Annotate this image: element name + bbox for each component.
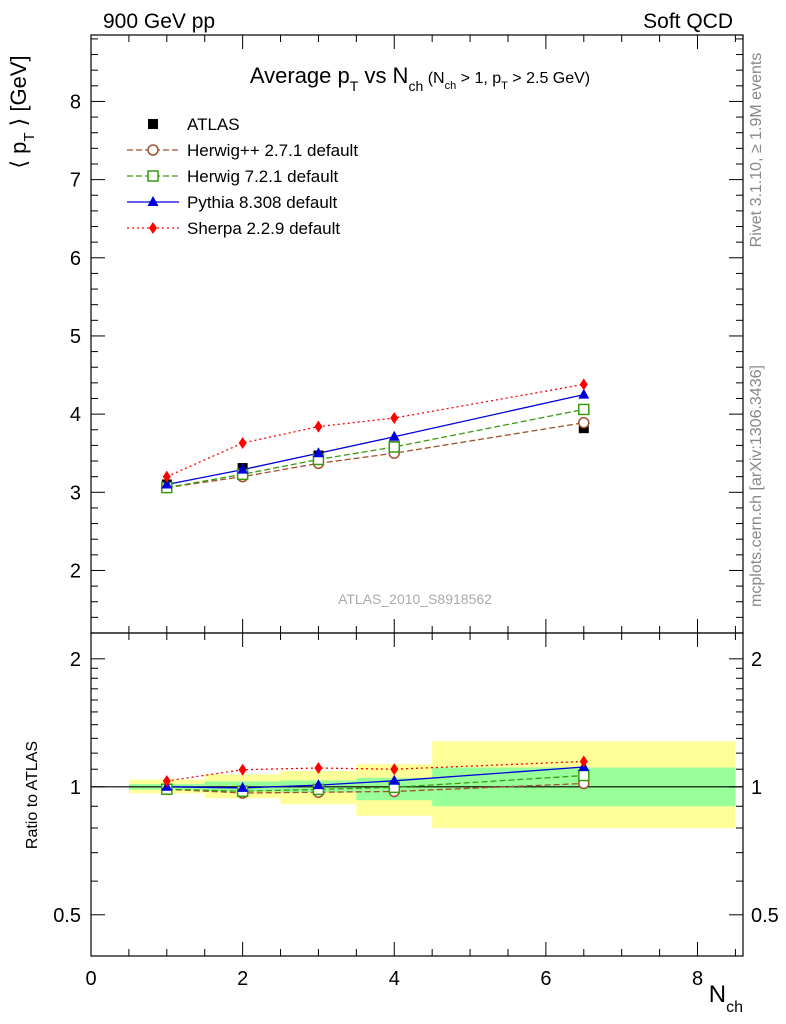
ratio-tick-labels: 0.5 0.5 1 1 2 2 0 2 4 6 8	[53, 649, 779, 990]
legend-marker	[148, 119, 158, 129]
x-tick-label: 2	[237, 968, 248, 990]
main-y-tick-label: 2	[70, 560, 81, 582]
main-y-tick-labels: 2 3 4 5 6 7 8	[70, 91, 81, 582]
main-data-point	[161, 478, 173, 489]
ratio-y-tick-label-right: 1	[751, 777, 762, 799]
ratio-series	[91, 755, 743, 799]
main-series	[161, 378, 590, 494]
main-y-tick-label: 5	[70, 326, 81, 348]
ratio-series-line	[166, 760, 584, 782]
ratio-y-tick-label-right: 2	[751, 649, 762, 671]
main-y-tick-label: 6	[70, 248, 81, 270]
ratio-data-point	[312, 779, 324, 790]
legend-entry-label: Herwig++ 2.7.1 default	[187, 141, 358, 160]
legend-entry-label: Herwig 7.2.1 default	[187, 167, 338, 186]
main-data-point	[388, 441, 401, 453]
ratio-data-point	[162, 774, 171, 787]
ratio-y-tick-label: 1	[70, 777, 81, 799]
x-tick-label: 0	[85, 968, 96, 990]
main-data-point	[162, 470, 171, 483]
main-y-tick-label: 8	[70, 91, 81, 113]
ratio-y-axis-label: Ratio to ATLAS	[24, 741, 41, 849]
ratio-frame	[90, 632, 744, 957]
main-y-tick-label: 4	[70, 404, 81, 426]
main-y-tick-label: 3	[70, 482, 81, 504]
main-series-line	[166, 422, 584, 489]
ratio-data-point	[314, 762, 323, 775]
ratio-data-point	[390, 763, 399, 776]
main-data-point	[390, 412, 399, 425]
x-tick-label: 4	[389, 968, 400, 990]
main-series-line	[166, 393, 584, 486]
main-data-point	[578, 388, 590, 399]
main-data-point	[314, 420, 323, 433]
ratio-series-line	[166, 782, 584, 794]
legend-entry-label: Pythia 8.308 default	[187, 193, 338, 212]
source-url-label: mcplots.cern.ch [arXiv:1306.3436]	[748, 365, 765, 607]
header-left: 900 GeV pp	[103, 10, 215, 33]
main-title: Average pT vs Nch (Nch > 1, pT > 2.5 GeV…	[250, 63, 590, 94]
main-y-axis-label: ⟨ pT ⟩ [GeV]	[6, 55, 38, 168]
main-ticks	[90, 35, 743, 634]
legend: ATLAS Herwig++ 2.7.1 default Herwig 7.2.1 …	[127, 115, 358, 238]
ratio-data-point	[578, 769, 590, 782]
ratio-panel: 0.5 0.5 1 1 2 2 0 2 4 6 8	[53, 632, 779, 990]
rivet-version-label: Rivet 3.1.10, ≥ 1.9M events	[748, 53, 765, 248]
main-series-line	[166, 383, 584, 478]
x-axis-label: Nch	[709, 981, 743, 1016]
legend-marker	[147, 144, 159, 156]
ratio-y-tick-label-right: 0.5	[751, 905, 779, 927]
ratio-data-point	[237, 781, 249, 792]
ratio-data-point	[238, 763, 247, 776]
header-right: Soft QCD	[643, 10, 733, 33]
main-data-point	[237, 463, 249, 474]
legend-marker	[149, 222, 157, 234]
legend-marker	[147, 170, 159, 182]
ratio-y-tick-label: 2	[70, 649, 81, 671]
main-y-tick-label: 7	[70, 170, 81, 192]
ratio-data-point	[388, 774, 400, 785]
legend-marker	[147, 196, 159, 206]
x-tick-label: 6	[540, 968, 551, 990]
analysis-watermark: ATLAS_2010_S8918562	[338, 591, 492, 607]
main-data-point	[579, 378, 588, 391]
legend-entry-label: ATLAS	[187, 115, 240, 134]
x-tick-label: 8	[692, 968, 703, 990]
ratio-y-tick-label: 0.5	[53, 905, 81, 927]
main-data-point	[238, 437, 247, 450]
main-data-point	[578, 416, 590, 429]
main-panel: 2 3 4 5 6 7 8	[70, 34, 744, 634]
main-data-point	[578, 403, 590, 416]
main-data-point	[312, 447, 324, 458]
ratio-series-line	[166, 774, 584, 792]
legend-entry-label: Sherpa 2.2.9 default	[187, 219, 340, 238]
ratio-data-point	[579, 755, 588, 768]
main-data-point	[388, 430, 400, 441]
main-series-line	[166, 408, 584, 489]
ratio-ticks	[90, 633, 743, 956]
